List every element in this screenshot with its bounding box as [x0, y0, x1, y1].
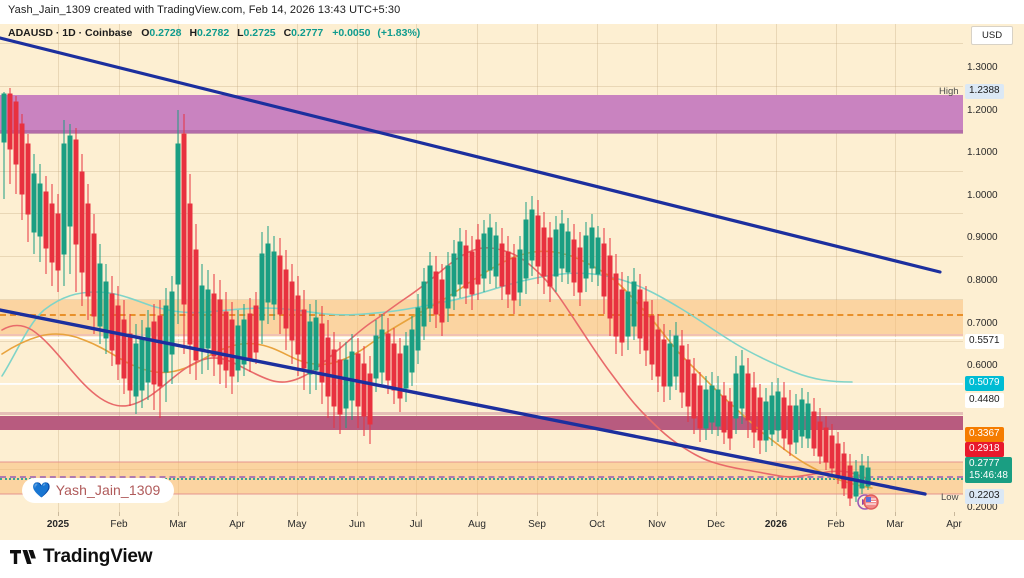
resistance-zone-purple[interactable]: [0, 95, 963, 133]
legend-interval[interactable]: 1D: [62, 27, 76, 39]
time-tick-label: Feb: [110, 519, 128, 530]
currency-badge[interactable]: USD: [971, 26, 1014, 45]
legend-high-value: 0.2782: [197, 27, 230, 39]
tradingview-wordmark: TradingView: [43, 546, 153, 567]
price-tick: 0.2000: [967, 502, 998, 513]
legend-separator: ·: [52, 27, 63, 39]
gridline-vertical: [119, 24, 120, 512]
time-tick-label: 2025: [46, 519, 70, 530]
time-tick-label: 2026: [764, 519, 788, 530]
legend-exchange: Coinbase: [85, 27, 133, 39]
price-marker-low[interactable]: 0.2203: [965, 489, 1004, 504]
time-tick-label: Jun: [348, 519, 366, 530]
high-tag: High: [939, 86, 959, 97]
legend-open-label: O: [141, 27, 150, 39]
time-tick-label: Jul: [409, 519, 423, 530]
price-marker-level-3[interactable]: 0.4480: [965, 393, 1004, 408]
demand-zone-lower-edge: [0, 493, 963, 495]
legend-low-label: L: [237, 27, 244, 39]
price-tick: 0.7000: [967, 318, 998, 329]
legend-symbol[interactable]: ADAUSD: [8, 27, 53, 39]
price-tick: 0.6000: [967, 360, 998, 371]
trendline-upper: [0, 36, 942, 274]
time-tick-label: Oct: [589, 519, 605, 530]
price-marker-last[interactable]: 0.2777 15:46:48: [965, 457, 1012, 483]
legend-open-value: 0.2728: [149, 27, 182, 39]
price-marker-high[interactable]: 1.2388: [965, 84, 1004, 99]
blue-heart-icon: 💙: [32, 481, 51, 499]
time-tick-label: Mar: [169, 519, 187, 530]
demand-zone-midline-dotted: [0, 478, 963, 480]
time-tick-label: Apr: [946, 519, 962, 530]
gridline-horizontal: [0, 171, 963, 172]
gridline-horizontal: [0, 341, 963, 342]
price-marker-level-2[interactable]: 0.5079: [965, 376, 1004, 391]
symbol-legend[interactable]: ADAUSD · 1D · Coinbase O0.2728 H0.2782 L…: [8, 27, 420, 39]
last-price-countdown: 15:46:48: [969, 470, 1008, 481]
legend-low-value: 0.2725: [243, 27, 276, 39]
time-tick-label: Feb: [827, 519, 845, 530]
last-price-value: 0.2777: [969, 458, 1000, 469]
demand-zone-upper-edge: [0, 461, 963, 463]
price-tick: 1.3000: [967, 62, 998, 73]
level-line-0.5571: [0, 337, 963, 339]
price-tick: 0.8000: [967, 275, 998, 286]
time-tick-label: Apr: [229, 519, 245, 530]
ma-line-red: [1, 247, 869, 480]
gridline-vertical: [895, 24, 896, 512]
support-zone-upper-edge: [0, 412, 963, 415]
legend-close-label: C: [283, 27, 292, 39]
time-scale[interactable]: 2025 Feb Mar Apr May Jun Jul Aug Sep Oct…: [0, 512, 1024, 540]
legend-close-value: 0.2777: [291, 27, 324, 39]
price-tick: 1.0000: [967, 190, 998, 201]
price-marker-level-1[interactable]: 0.5571: [965, 334, 1004, 349]
price-tick: 1.2000: [967, 105, 998, 116]
time-tick-label: May: [287, 519, 307, 530]
candlestick-series: [1, 88, 871, 506]
legend-high-label: H: [189, 27, 198, 39]
gridline-vertical: [836, 24, 837, 512]
time-tick-label: Dec: [707, 519, 725, 530]
chart-sticker-icon[interactable]: [857, 493, 879, 511]
chart-plot-area[interactable]: [0, 24, 963, 512]
level-line-0.4480: [0, 383, 963, 385]
gridline-vertical: [297, 24, 298, 512]
price-tick: 1.1000: [967, 147, 998, 158]
price-scale[interactable]: USD 1.3000 1.2000 1.1000 1.0000 0.9000 0…: [939, 24, 1024, 513]
watermark-username: Yash_Jain_1309: [55, 482, 161, 498]
time-tick-label: Sep: [528, 519, 546, 530]
legend-separator: ·: [75, 27, 86, 39]
supply-zone-midline: [0, 314, 963, 316]
tradingview-logo[interactable]: TradingView: [10, 546, 153, 568]
demand-zone-midline-dashed: [0, 476, 963, 478]
time-tick-label: Aug: [468, 519, 486, 530]
legend-change: +0.0050: [332, 27, 371, 39]
supply-zone-lower-edge: [0, 334, 963, 336]
time-tick-label: Mar: [886, 519, 904, 530]
gridline-vertical: [657, 24, 658, 512]
gridline-vertical: [776, 24, 777, 512]
price-marker-level-5[interactable]: 0.2918: [965, 442, 1004, 457]
legend-change-percent: (+1.83%): [377, 27, 421, 39]
attribution-text: Yash_Jain_1309 created with TradingView.…: [8, 4, 401, 16]
gridline-vertical: [357, 24, 358, 512]
price-marker-level-4[interactable]: 0.3367: [965, 427, 1004, 442]
gridline-vertical: [716, 24, 717, 512]
price-tick: 0.9000: [967, 232, 998, 243]
low-tag: Low: [941, 492, 959, 503]
time-tick-label: Nov: [648, 519, 666, 530]
gridline-horizontal: [0, 213, 963, 214]
gridline-horizontal: [0, 86, 963, 87]
resistance-zone-edge: [0, 130, 963, 134]
gridline-vertical: [416, 24, 417, 512]
price-series-svg: [0, 36, 942, 506]
trendline-lower: [0, 308, 927, 496]
gridline-horizontal: [0, 43, 963, 44]
gridline-horizontal: [0, 299, 963, 300]
tradingview-mark-icon: [10, 550, 36, 564]
user-watermark-badge: 💙 Yash_Jain_1309: [22, 478, 175, 503]
gridline-vertical: [237, 24, 238, 512]
